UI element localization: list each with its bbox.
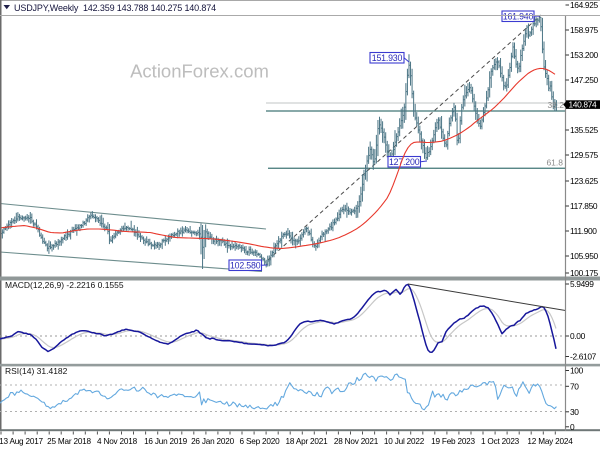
svg-text:140.874: 140.874 (569, 99, 598, 109)
svg-text:111.900: 111.900 (570, 226, 597, 236)
svg-text:61.8: 61.8 (546, 158, 563, 168)
svg-text:164.925: 164.925 (570, 0, 599, 10)
svg-text:100.175: 100.175 (570, 268, 599, 278)
svg-text:0: 0 (570, 422, 575, 432)
svg-text:-2.6107: -2.6107 (570, 352, 597, 362)
svg-text:5.9499: 5.9499 (570, 279, 594, 289)
svg-text:158.975: 158.975 (570, 25, 599, 35)
svg-text:10 Jul 2022: 10 Jul 2022 (384, 437, 425, 446)
svg-text:147.250: 147.250 (570, 75, 599, 85)
svg-text:38.2: 38.2 (547, 100, 564, 110)
svg-text:102.580: 102.580 (230, 260, 261, 270)
svg-text:ActionForex.com: ActionForex.com (130, 61, 269, 82)
svg-text:MACD(12,26,9) -2.2216 0.1555: MACD(12,26,9) -2.2216 0.1555 (5, 280, 124, 290)
svg-text:12 May 2024: 12 May 2024 (527, 437, 573, 446)
svg-text:25 Mar 2018: 25 Mar 2018 (47, 437, 91, 446)
svg-text:RSI(14) 31.4182: RSI(14) 31.4182 (5, 366, 68, 376)
svg-text:105.950: 105.950 (570, 251, 599, 261)
svg-text:153.200: 153.200 (570, 50, 599, 60)
svg-text:123.625: 123.625 (570, 176, 599, 186)
svg-text:16 Jun 2019: 16 Jun 2019 (144, 437, 188, 446)
svg-text:USDJPY,Weekly 142.359 143.788: USDJPY,Weekly 142.359 143.788 140.275 14… (14, 3, 216, 13)
svg-text:6 Sep 2020: 6 Sep 2020 (240, 437, 281, 446)
svg-text:28 Nov 2021: 28 Nov 2021 (334, 437, 379, 446)
svg-text:127.200: 127.200 (389, 157, 420, 167)
svg-text:18 Apr 2021: 18 Apr 2021 (286, 437, 329, 446)
svg-text:100: 100 (570, 366, 584, 376)
svg-text:0.00: 0.00 (570, 331, 586, 341)
svg-text:13 Aug 2017: 13 Aug 2017 (0, 437, 44, 446)
svg-text:117.850: 117.850 (570, 201, 598, 211)
svg-text:129.575: 129.575 (570, 150, 599, 160)
svg-text:1 Oct 2023: 1 Oct 2023 (481, 437, 520, 446)
svg-text:135.525: 135.525 (570, 125, 599, 135)
svg-text:70: 70 (570, 382, 579, 392)
svg-text:161.940: 161.940 (503, 11, 534, 21)
svg-text:19 Feb 2023: 19 Feb 2023 (431, 437, 475, 446)
svg-text:151.930: 151.930 (372, 53, 403, 63)
svg-text:26 Jan 2020: 26 Jan 2020 (191, 437, 235, 446)
svg-text:4 Nov 2018: 4 Nov 2018 (97, 437, 138, 446)
svg-text:30: 30 (570, 407, 579, 417)
